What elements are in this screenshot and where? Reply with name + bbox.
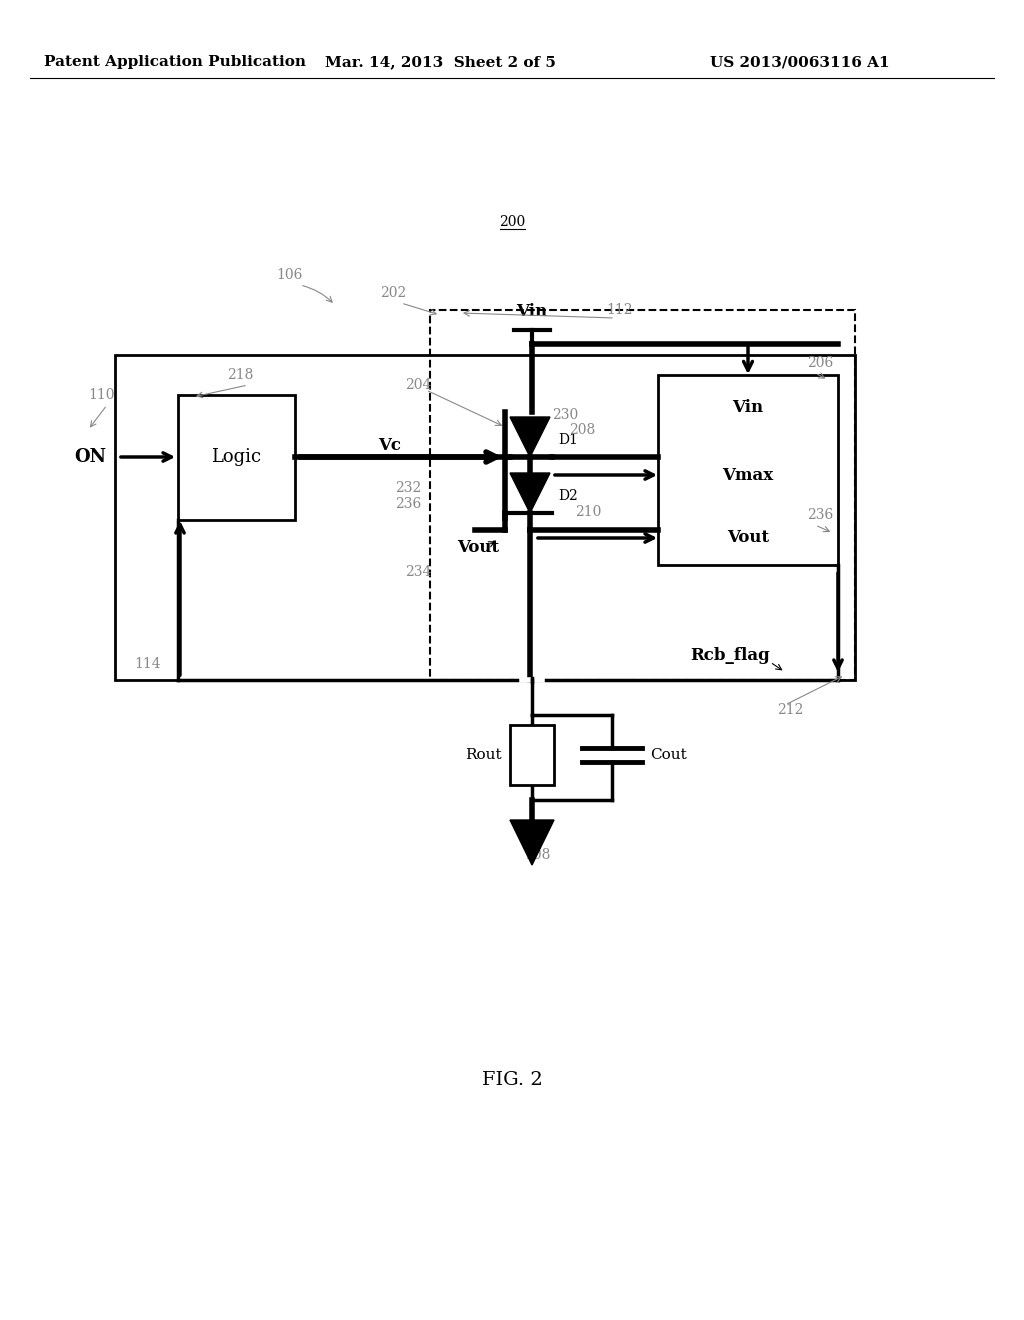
Text: Vout: Vout <box>727 529 769 546</box>
Text: 218: 218 <box>226 368 253 381</box>
Text: Logic: Logic <box>211 449 261 466</box>
Text: 202: 202 <box>380 286 407 300</box>
Text: Vin: Vin <box>732 400 764 417</box>
Polygon shape <box>510 417 550 457</box>
Bar <box>510 725 554 785</box>
Text: D2: D2 <box>558 488 578 503</box>
Text: Patent Application Publication: Patent Application Publication <box>44 55 306 69</box>
Bar <box>115 355 855 680</box>
Text: 112: 112 <box>607 304 633 317</box>
Text: Vc: Vc <box>379 437 401 454</box>
Text: 232: 232 <box>395 480 421 495</box>
Text: FIG. 2: FIG. 2 <box>481 1071 543 1089</box>
Bar <box>658 375 838 565</box>
Text: 212: 212 <box>777 704 803 717</box>
Text: 200: 200 <box>499 215 525 228</box>
Text: D1: D1 <box>558 433 578 447</box>
Text: Vmax: Vmax <box>723 466 773 483</box>
Text: 208: 208 <box>569 422 595 437</box>
Bar <box>178 395 295 520</box>
Text: 230: 230 <box>552 408 579 422</box>
Text: Rcb_flag: Rcb_flag <box>690 647 770 664</box>
Polygon shape <box>510 820 554 865</box>
Text: 206: 206 <box>807 356 834 370</box>
Text: US 2013/0063116 A1: US 2013/0063116 A1 <box>711 55 890 69</box>
Text: 234: 234 <box>404 565 431 579</box>
Text: Vin: Vin <box>516 304 548 321</box>
Text: 114: 114 <box>135 657 162 671</box>
Text: Rout: Rout <box>465 748 502 762</box>
Text: 236: 236 <box>395 498 421 511</box>
Text: Vout: Vout <box>457 540 499 557</box>
Bar <box>430 310 855 680</box>
Text: 210: 210 <box>574 506 601 519</box>
Polygon shape <box>510 473 550 513</box>
Text: 108: 108 <box>524 847 550 862</box>
Text: 236: 236 <box>807 508 834 521</box>
Text: ON: ON <box>74 447 106 466</box>
Text: Cout: Cout <box>650 748 687 762</box>
Text: 204: 204 <box>404 378 431 392</box>
Text: Mar. 14, 2013  Sheet 2 of 5: Mar. 14, 2013 Sheet 2 of 5 <box>325 55 555 69</box>
Text: 110: 110 <box>89 388 116 403</box>
Text: 106: 106 <box>276 268 303 282</box>
